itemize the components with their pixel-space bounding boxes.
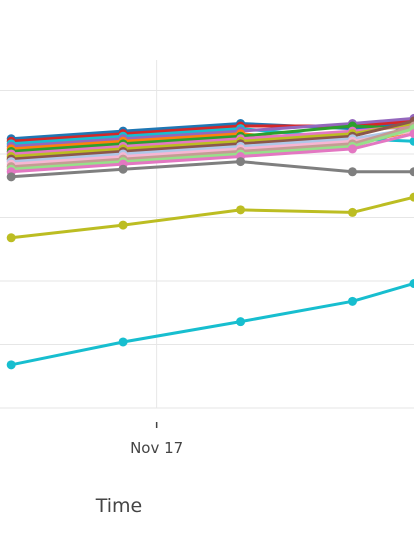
- x-axis: Nov 17: [130, 422, 183, 457]
- series-16-point-0: [6, 360, 16, 370]
- series-15-point-0: [6, 233, 16, 243]
- series-16-point-2: [236, 317, 246, 327]
- series-13-point-3: [347, 144, 357, 154]
- series-15-point-1: [118, 220, 128, 230]
- series-16-point-3: [347, 296, 357, 306]
- series-16-point-1: [118, 337, 128, 347]
- series-15-point-2: [236, 205, 246, 215]
- series-14-point-0: [6, 172, 16, 182]
- series-2-point-4: [409, 136, 414, 146]
- series-group: [6, 113, 414, 370]
- x-tick-label-0: Nov 17: [130, 439, 183, 457]
- series-16-point-4: [409, 279, 414, 289]
- series-line-16: [10, 282, 414, 367]
- series-15-point-3: [347, 207, 357, 217]
- x-axis-title: Time: [95, 495, 143, 517]
- series-14-point-3: [347, 167, 357, 177]
- series-15-point-4: [409, 192, 414, 202]
- series-14-point-2: [236, 157, 246, 167]
- series-13-point-4: [409, 129, 414, 139]
- series-14-point-4: [409, 167, 414, 177]
- series-14-point-1: [118, 164, 128, 174]
